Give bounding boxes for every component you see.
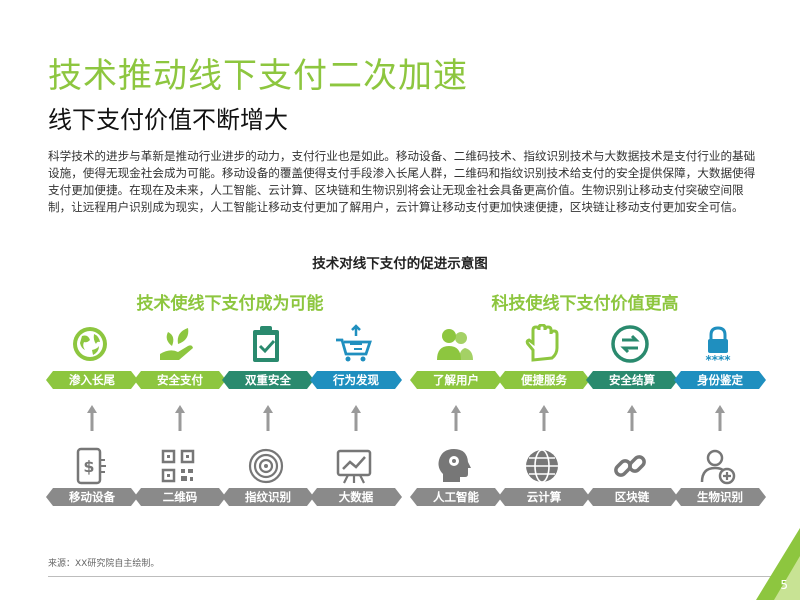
ribbon-bottom-7: 区块链: [586, 488, 678, 506]
ribbon-bottom-6: 云计算: [498, 488, 590, 506]
up-arrow-icon: [175, 405, 185, 431]
hand-leaf-icon: [134, 322, 222, 366]
ribbon-top-3: 双重安全: [222, 371, 314, 389]
chain-link-icon: [586, 444, 674, 488]
svg-text:****: ****: [705, 353, 731, 364]
ribbon-bottom-8: 生物识别: [674, 488, 766, 506]
left-group-title: 技术使线下支付成为可能: [136, 294, 324, 314]
ribbon-bottom-5: 人工智能: [410, 488, 502, 506]
svg-text:$: $: [83, 457, 94, 476]
up-arrow-icon: [263, 405, 273, 431]
ai-head-icon: [410, 444, 498, 488]
globe-network-icon: [498, 444, 586, 488]
glove-icon: [498, 322, 586, 366]
up-arrow-icon: [715, 405, 725, 431]
ribbon-top-6: 便捷服务: [498, 371, 590, 389]
source-note: 来源：XX研究院自主绘制。: [48, 559, 160, 569]
ribbon-bottom-1: 移动设备: [46, 488, 138, 506]
ribbon-bottom-2: 二维码: [134, 488, 226, 506]
ribbon-top-2: 安全支付: [134, 371, 226, 389]
body-paragraph: 科学技术的进步与革新是推动行业进步的动力，支付行业也是如此。移动设备、二维码技术…: [48, 149, 756, 214]
fingerprint-icon: [222, 444, 310, 488]
lock-password-icon: ****: [674, 322, 762, 366]
ribbon-bottom-3: 指纹识别: [222, 488, 314, 506]
page-title: 技术推动线下支付二次加速: [48, 56, 468, 96]
user-add-icon: [674, 444, 762, 488]
corner-decoration-light: [774, 556, 800, 600]
up-arrow-icon: [351, 405, 361, 431]
page-subtitle: 线下支付价值不断增大: [48, 106, 288, 134]
ribbon-bottom-4: 大数据: [310, 488, 402, 506]
chart-board-icon: [310, 444, 398, 488]
page-number: 5: [780, 578, 788, 592]
mobile-payment-icon: $: [46, 444, 134, 488]
up-arrow-icon: [539, 405, 549, 431]
ribbon-top-4: 行为发现: [310, 371, 402, 389]
cart-arrows-icon: [310, 322, 398, 366]
right-group-title: 科技使线下支付价值更高: [491, 294, 679, 314]
ribbon-top-8: 身份鉴定: [674, 371, 766, 389]
footer-divider: [48, 576, 778, 577]
up-arrow-icon: [451, 405, 461, 431]
diagram-title: 技术对线下支付的促进示意图: [312, 256, 488, 272]
users-icon: [410, 322, 498, 366]
ribbon-top-1: 渗入长尾: [46, 371, 138, 389]
up-arrow-icon: [87, 405, 97, 431]
qr-code-icon: [134, 444, 222, 488]
clipboard-check-icon: [222, 322, 310, 366]
ribbon-top-5: 了解用户: [410, 371, 502, 389]
exchange-icon: [586, 322, 674, 366]
up-arrow-icon: [627, 405, 637, 431]
ribbon-top-7: 安全结算: [586, 371, 678, 389]
globe-icon: [46, 322, 134, 366]
